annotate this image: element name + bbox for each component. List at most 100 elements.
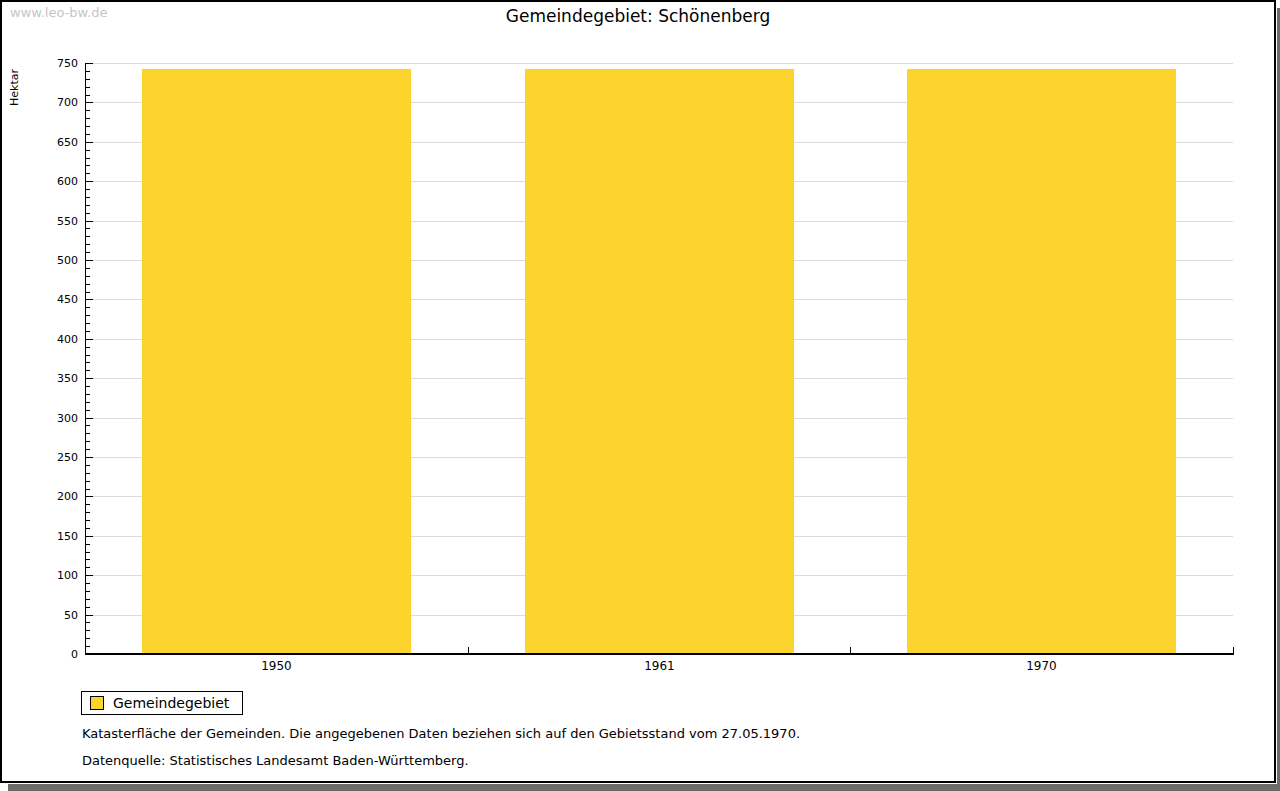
y-minor-tick	[86, 205, 90, 206]
y-minor-tick	[86, 520, 90, 521]
y-minor-tick	[86, 362, 90, 363]
y-major-tick	[86, 299, 93, 300]
caption-source: Datenquelle: Statistisches Landesamt Bad…	[82, 753, 469, 768]
bar	[142, 69, 411, 654]
y-major-tick	[86, 102, 93, 103]
y-tick-label: 700	[30, 96, 78, 109]
y-minor-tick	[86, 465, 90, 466]
y-tick-label: 50	[30, 609, 78, 622]
y-tick-label: 350	[30, 372, 78, 385]
x-axis-line	[85, 653, 1234, 655]
y-minor-tick	[86, 489, 90, 490]
y-major-tick	[86, 339, 93, 340]
y-minor-tick	[86, 284, 90, 285]
legend-label: Gemeindegebiet	[113, 696, 229, 710]
y-minor-tick	[86, 268, 90, 269]
y-major-tick	[86, 418, 93, 419]
y-major-tick	[86, 615, 93, 616]
y-major-tick	[86, 496, 93, 497]
y-minor-tick	[86, 441, 90, 442]
legend: Gemeindegebiet	[81, 691, 243, 715]
y-tick-label: 600	[30, 175, 78, 188]
legend-swatch	[90, 696, 104, 710]
y-minor-tick	[86, 110, 90, 111]
y-tick-label: 650	[30, 136, 78, 149]
y-minor-tick	[86, 126, 90, 127]
y-minor-tick	[86, 150, 90, 151]
y-major-tick	[86, 536, 93, 537]
y-minor-tick	[86, 236, 90, 237]
y-tick-label: 550	[30, 215, 78, 228]
y-minor-tick	[86, 173, 90, 174]
y-minor-tick	[86, 433, 90, 434]
y-tick-label: 100	[30, 569, 78, 582]
y-minor-tick	[86, 79, 90, 80]
frame-shadow-bottom	[8, 784, 1280, 791]
y-minor-tick	[86, 386, 90, 387]
y-minor-tick	[86, 622, 90, 623]
x-category-label: 1970	[850, 659, 1233, 673]
y-minor-tick	[86, 71, 90, 72]
y-minor-tick	[86, 228, 90, 229]
y-minor-tick	[86, 370, 90, 371]
x-category-tick	[468, 647, 469, 653]
y-minor-tick	[86, 552, 90, 553]
y-minor-tick	[86, 197, 90, 198]
y-minor-tick	[86, 481, 90, 482]
x-category-tick	[1233, 647, 1234, 653]
y-tick-label: 150	[30, 530, 78, 543]
x-category-tick	[850, 647, 851, 653]
y-minor-tick	[86, 165, 90, 166]
y-minor-tick	[86, 355, 90, 356]
y-minor-tick	[86, 213, 90, 214]
y-minor-tick	[86, 276, 90, 277]
y-tick-label: 250	[30, 451, 78, 464]
y-tick-label: 300	[30, 412, 78, 425]
y-minor-tick	[86, 646, 90, 647]
bar	[907, 69, 1176, 654]
y-minor-tick	[86, 504, 90, 505]
y-tick-label: 200	[30, 490, 78, 503]
y-major-tick	[86, 575, 93, 576]
y-major-tick	[86, 63, 93, 64]
y-minor-tick	[86, 402, 90, 403]
y-gridline	[86, 63, 1233, 64]
y-minor-tick	[86, 292, 90, 293]
y-minor-tick	[86, 158, 90, 159]
y-major-tick	[86, 654, 93, 655]
y-major-tick	[86, 457, 93, 458]
plot-area: 0501001502002503003504004505005506006507…	[2, 2, 1274, 781]
y-minor-tick	[86, 87, 90, 88]
y-minor-tick	[86, 583, 90, 584]
y-minor-tick	[86, 244, 90, 245]
y-minor-tick	[86, 449, 90, 450]
y-minor-tick	[86, 473, 90, 474]
page-canvas: www.leo-bw.de Gemeindegebiet: Schönenber…	[0, 0, 1280, 791]
y-major-tick	[86, 378, 93, 379]
y-minor-tick	[86, 189, 90, 190]
bar	[525, 69, 794, 654]
y-minor-tick	[86, 331, 90, 332]
y-minor-tick	[86, 559, 90, 560]
y-minor-tick	[86, 252, 90, 253]
y-minor-tick	[86, 567, 90, 568]
y-major-tick	[86, 221, 93, 222]
y-minor-tick	[86, 315, 90, 316]
y-minor-tick	[86, 394, 90, 395]
y-minor-tick	[86, 307, 90, 308]
y-major-tick	[86, 142, 93, 143]
chart-frame: www.leo-bw.de Gemeindegebiet: Schönenber…	[0, 0, 1276, 783]
caption-description: Katasterfläche der Gemeinden. Die angege…	[82, 726, 800, 741]
y-tick-label: 750	[30, 57, 78, 70]
y-tick-label: 0	[30, 648, 78, 661]
y-minor-tick	[86, 630, 90, 631]
y-minor-tick	[86, 607, 90, 608]
y-minor-tick	[86, 512, 90, 513]
y-minor-tick	[86, 528, 90, 529]
y-minor-tick	[86, 638, 90, 639]
x-category-label: 1950	[85, 659, 468, 673]
y-tick-label: 450	[30, 293, 78, 306]
x-category-label: 1961	[468, 659, 851, 673]
y-minor-tick	[86, 410, 90, 411]
y-minor-tick	[86, 134, 90, 135]
